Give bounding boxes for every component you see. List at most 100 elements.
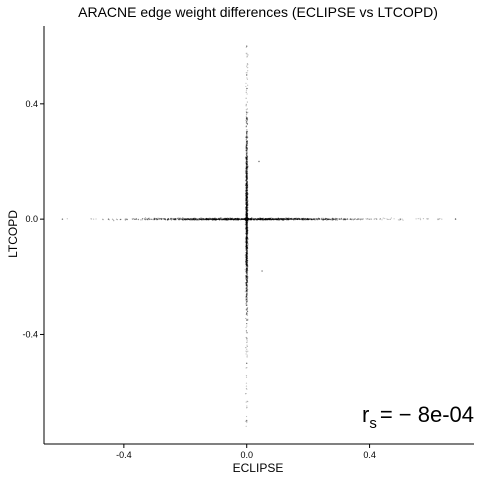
- data-point: [246, 215, 248, 217]
- data-point: [305, 218, 308, 220]
- data-point: [336, 218, 338, 220]
- data-point: [245, 254, 248, 257]
- data-point: [245, 137, 248, 139]
- data-point: [246, 112, 248, 114]
- data-point: [131, 218, 133, 220]
- data-point: [302, 218, 304, 220]
- data-point: [245, 258, 247, 260]
- data-point: [246, 213, 248, 215]
- data-point: [264, 218, 266, 220]
- data-point: [246, 212, 248, 214]
- data-point: [246, 204, 248, 206]
- data-point: [246, 188, 248, 190]
- data-point: [245, 312, 248, 314]
- data-point: [172, 217, 174, 220]
- data-point: [205, 218, 207, 220]
- data-point: [379, 218, 382, 220]
- data-point: [246, 167, 248, 169]
- data-point: [262, 218, 265, 221]
- data-point: [245, 237, 248, 239]
- data-point: [246, 233, 248, 236]
- data-point: [90, 218, 93, 220]
- data-point: [246, 283, 248, 286]
- data-point: [200, 218, 202, 220]
- data-point: [246, 289, 248, 291]
- data-point: [246, 237, 248, 239]
- data-point: [245, 135, 247, 137]
- data-point: [246, 268, 248, 270]
- data-point: [245, 261, 248, 263]
- data-point: [241, 218, 243, 220]
- data-point: [247, 54, 249, 56]
- data-point: [246, 177, 249, 179]
- data-point: [167, 218, 170, 221]
- data-point: [343, 218, 345, 220]
- data-point: [246, 289, 248, 291]
- data-point: [246, 229, 248, 232]
- data-point: [246, 198, 248, 201]
- data-point: [245, 262, 248, 264]
- data-point: [245, 208, 248, 210]
- data-point: [271, 218, 274, 220]
- data-point: [228, 218, 230, 220]
- data-point: [187, 218, 189, 220]
- data-point: [227, 218, 229, 220]
- data-point: [245, 176, 247, 178]
- data-point: [246, 280, 248, 282]
- data-point: [245, 132, 248, 134]
- data-point: [193, 218, 195, 221]
- data-point: [321, 219, 323, 221]
- data-point: [246, 223, 248, 225]
- data-point: [246, 310, 249, 313]
- data-point: [246, 145, 248, 147]
- data-point: [186, 218, 188, 220]
- data-point: [246, 256, 248, 258]
- data-point: [246, 196, 248, 198]
- data-point: [245, 300, 247, 302]
- data-point: [241, 218, 243, 220]
- data-point: [355, 218, 358, 221]
- data-point: [246, 74, 248, 76]
- data-point: [246, 237, 248, 239]
- data-point: [246, 184, 248, 186]
- data-point: [245, 145, 247, 148]
- data-point: [340, 218, 342, 220]
- data-point: [247, 237, 249, 239]
- data-point: [245, 283, 247, 285]
- data-point: [293, 218, 295, 220]
- data-point: [245, 184, 247, 186]
- data-point: [181, 218, 183, 221]
- data-point: [246, 122, 249, 125]
- data-point: [225, 218, 227, 220]
- data-point: [264, 218, 266, 221]
- data-point: [199, 218, 201, 220]
- data-point: [257, 218, 259, 220]
- data-point: [270, 218, 272, 220]
- data-point: [272, 218, 274, 220]
- data-point: [259, 219, 261, 221]
- data-point: [262, 218, 264, 220]
- data-point: [201, 218, 203, 221]
- data-point: [282, 218, 284, 220]
- data-point: [254, 218, 256, 220]
- data-point: [288, 218, 290, 220]
- data-point: [274, 218, 276, 220]
- data-point: [245, 254, 247, 256]
- data-point: [246, 186, 248, 188]
- data-point: [246, 259, 248, 261]
- data-point: [419, 217, 421, 219]
- data-point: [246, 265, 248, 267]
- data-point: [246, 186, 248, 188]
- data-point: [245, 285, 247, 287]
- data-point: [245, 198, 247, 200]
- data-point: [246, 212, 248, 214]
- data-point: [324, 218, 327, 221]
- data-point: [246, 257, 248, 259]
- data-point: [246, 173, 248, 175]
- data-point: [246, 254, 248, 256]
- data-point: [264, 218, 266, 221]
- data-point: [246, 263, 248, 265]
- data-point: [257, 217, 260, 220]
- data-point: [301, 218, 303, 220]
- data-point: [268, 218, 270, 220]
